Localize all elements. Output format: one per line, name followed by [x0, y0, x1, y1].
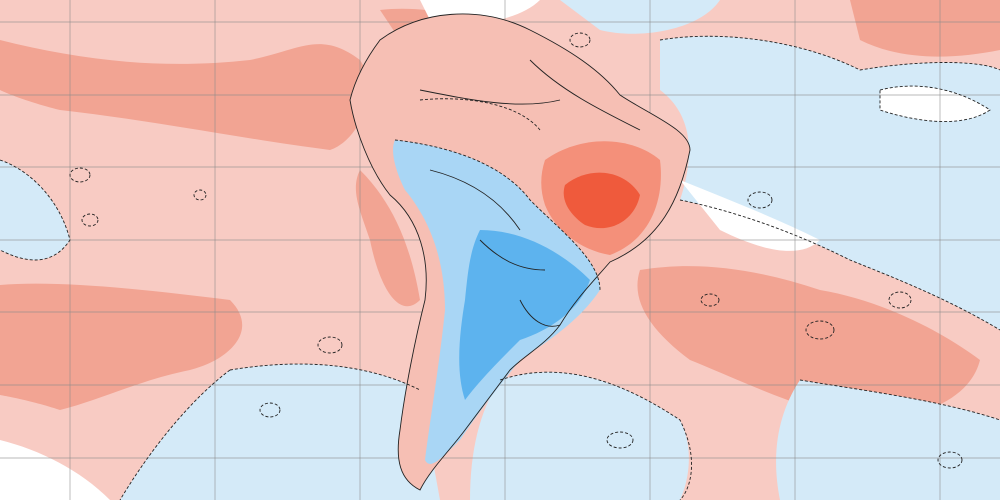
- coastline: [349, 13, 691, 491]
- strong-warm-region: [563, 172, 640, 229]
- borders: [419, 59, 641, 327]
- strong-cold-region: [459, 230, 590, 400]
- zero-contours: [0, 32, 1000, 500]
